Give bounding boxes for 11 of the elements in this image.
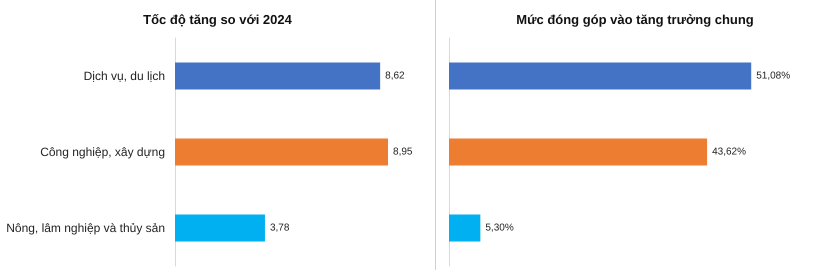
data-label: 5,30% xyxy=(485,222,514,234)
y-tick-label: Dịch vụ, du lịch xyxy=(84,69,165,83)
data-label: 8,62 xyxy=(385,70,406,82)
y-tick-label: Công nghiệp, xây dựng xyxy=(40,145,165,159)
data-label: 43,62% xyxy=(712,146,746,158)
data-label: 51,08% xyxy=(756,70,790,82)
chart-title: Mức đóng góp vào tăng trưởng chung xyxy=(516,12,754,27)
chart-title: Tốc độ tăng so với 2024 xyxy=(143,12,293,27)
data-label: 8,95 xyxy=(393,146,413,158)
y-tick-label: Nông, lâm nghiệp và thủy sản xyxy=(6,221,165,235)
data-label: 3,78 xyxy=(270,222,290,234)
